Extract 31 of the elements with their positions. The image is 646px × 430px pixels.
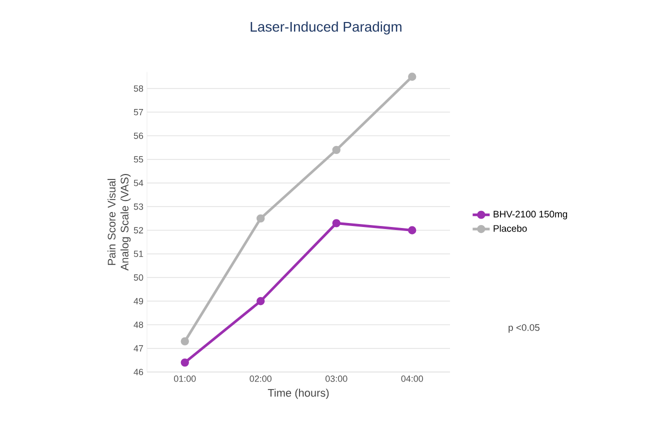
point <box>332 146 340 154</box>
y-tick-label: 49 <box>134 298 144 304</box>
point <box>180 337 189 346</box>
y-tick-label: 54 <box>134 180 144 186</box>
point <box>180 358 189 367</box>
y-tick-label: 47 <box>134 345 144 352</box>
point <box>408 226 416 234</box>
y-tick-label: 53 <box>134 203 144 210</box>
point <box>256 297 265 306</box>
chart-title: Laser-Induced Paradigm <box>250 21 402 34</box>
x-tick-label: 01:00 <box>174 376 196 382</box>
y-tick-label: 58 <box>134 85 144 92</box>
x-tick-label: 04:00 <box>401 376 423 382</box>
legend-label: Placebo <box>494 224 527 232</box>
legend-label: BHV-2100 150mg <box>494 210 568 220</box>
y-axis-title: Pain Score Visual Analog Scale (VAS) <box>107 174 131 271</box>
y-tick-label: 52 <box>134 227 144 234</box>
point <box>332 219 340 228</box>
y-tick-label: 50 <box>134 274 144 281</box>
y-tick-label: 55 <box>134 156 144 163</box>
y-tick-label: 51 <box>134 250 144 258</box>
x-tick-label: 03:00 <box>326 376 348 382</box>
y-tick-label: 46 <box>134 368 144 376</box>
text: p <0.05 <box>508 324 540 333</box>
x-tick-label: 02:00 <box>250 376 272 382</box>
x-axis-title: Time (hours) <box>268 388 329 399</box>
y-tick-label: 57 <box>134 109 144 116</box>
y-tick-label: 48 <box>134 322 144 328</box>
point <box>256 214 265 223</box>
y-tick-label: 56 <box>134 132 144 139</box>
point <box>408 72 416 81</box>
